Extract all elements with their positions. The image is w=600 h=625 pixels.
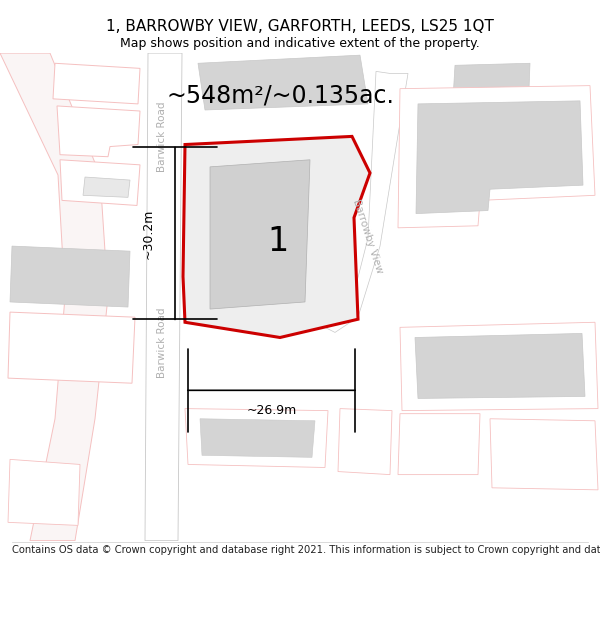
Polygon shape: [198, 55, 368, 110]
Polygon shape: [398, 414, 480, 474]
Text: ~548m²/~0.135ac.: ~548m²/~0.135ac.: [166, 84, 394, 107]
Polygon shape: [452, 63, 530, 116]
Polygon shape: [60, 160, 140, 206]
Text: Barwick Road: Barwick Road: [157, 101, 167, 172]
Text: Barrowby View: Barrowby View: [351, 198, 385, 274]
Polygon shape: [0, 53, 108, 541]
Text: 1, BARROWBY VIEW, GARFORTH, LEEDS, LS25 1QT: 1, BARROWBY VIEW, GARFORTH, LEEDS, LS25 …: [106, 19, 494, 34]
Polygon shape: [210, 160, 310, 309]
Polygon shape: [338, 409, 392, 474]
Polygon shape: [8, 312, 135, 383]
Text: Map shows position and indicative extent of the property.: Map shows position and indicative extent…: [120, 38, 480, 50]
Polygon shape: [400, 322, 598, 411]
Polygon shape: [398, 86, 595, 228]
Text: Barwick Road: Barwick Road: [157, 308, 167, 378]
Polygon shape: [325, 71, 408, 332]
Polygon shape: [200, 419, 315, 457]
Polygon shape: [415, 334, 585, 399]
Polygon shape: [185, 409, 328, 468]
Polygon shape: [145, 53, 182, 541]
Text: ~26.9m: ~26.9m: [247, 404, 297, 417]
Polygon shape: [183, 136, 370, 338]
Polygon shape: [53, 63, 140, 104]
Polygon shape: [416, 101, 583, 214]
Polygon shape: [490, 419, 598, 490]
Polygon shape: [83, 177, 130, 198]
Text: ~30.2m: ~30.2m: [142, 209, 155, 259]
Polygon shape: [8, 459, 80, 526]
Text: 1: 1: [268, 224, 289, 258]
Polygon shape: [10, 246, 130, 307]
Polygon shape: [57, 106, 140, 157]
Text: Contains OS data © Crown copyright and database right 2021. This information is : Contains OS data © Crown copyright and d…: [12, 545, 600, 555]
